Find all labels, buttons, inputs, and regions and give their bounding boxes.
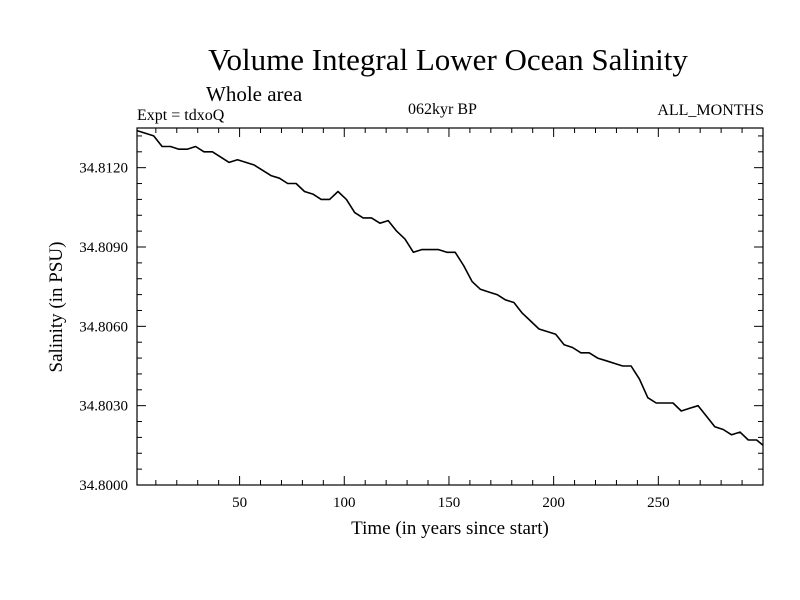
chart-subtitle: Whole area (206, 82, 303, 106)
y-tick-label: 34.8060 (79, 319, 128, 335)
x-tick-label: 200 (542, 495, 565, 511)
x-tick-label: 150 (438, 495, 461, 511)
x-tick-labels: 50 100 150 200 250 (232, 495, 669, 511)
chart-title: Volume Integral Lower Ocean Salinity (208, 42, 688, 77)
x-axis-label: Time (in years since start) (351, 518, 549, 539)
y-axis-label: Salinity (in PSU) (46, 242, 67, 373)
y-tick-label: 34.8090 (79, 240, 128, 256)
y-tick-label: 34.8000 (79, 478, 128, 494)
x-tick-label: 50 (232, 495, 247, 511)
y-tick-label: 34.8030 (79, 399, 128, 415)
plot-frame (136, 127, 764, 486)
x-tick-label: 250 (647, 495, 670, 511)
y-tick-labels: 34.8000 34.8030 34.8060 34.8090 34.8120 (79, 161, 128, 494)
y-tick-label: 34.8120 (79, 161, 128, 177)
experiment-label: Expt = tdxoQ (137, 107, 225, 124)
salinity-series-line (136, 129, 764, 446)
period-label: 062kyr BP (408, 101, 477, 118)
months-label: ALL_MONTHS (657, 102, 764, 119)
x-tick-label: 100 (333, 495, 356, 511)
axis-ticks (137, 128, 763, 486)
